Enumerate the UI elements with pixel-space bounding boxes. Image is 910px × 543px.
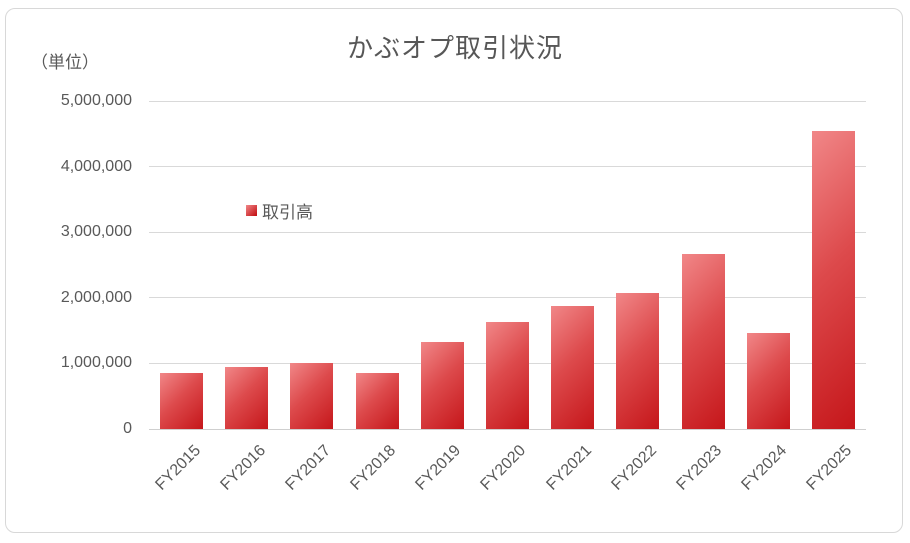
y-axis-tick-label: 3,000,000 — [60, 223, 132, 241]
legend-label: 取引高 — [262, 203, 313, 222]
y-axis-tick-label: 5,000,000 — [60, 92, 132, 109]
y-axis-tick-label: 4,000,000 — [60, 157, 132, 175]
x-axis-tick-label: FY2016 — [217, 442, 269, 494]
gridline — [149, 297, 866, 299]
gridline — [149, 231, 866, 233]
bar-FY2024 — [746, 333, 790, 429]
y-axis-unit-label: （単位） — [31, 53, 99, 72]
bar-FY2018 — [355, 373, 399, 429]
legend: 取引高 — [246, 198, 313, 223]
bar-FY2015 — [160, 373, 204, 429]
x-axis-line — [149, 428, 866, 430]
bar-FY2017 — [290, 363, 334, 429]
y-axis-tick-label: 0 — [123, 420, 132, 437]
x-axis-tick-label: FY2022 — [608, 442, 660, 494]
x-axis-tick-label: FY2021 — [543, 442, 595, 494]
bar-FY2016 — [225, 366, 269, 429]
bar-FY2025 — [811, 130, 855, 429]
y-axis-tick-label: 1,000,000 — [60, 354, 132, 372]
x-axis-tick-label: FY2020 — [477, 442, 530, 494]
x-axis-tick-label: FY2017 — [282, 442, 334, 494]
bar-FY2021 — [551, 306, 595, 429]
x-axis-tick-label: FY2024 — [738, 442, 791, 494]
legend-color-swatch — [246, 205, 257, 216]
chart-border-frame — [5, 8, 903, 533]
bar-FY2019 — [420, 341, 464, 429]
x-axis-tick-label: FY2015 — [151, 442, 204, 494]
x-axis-tick-label: FY2018 — [347, 442, 400, 494]
x-axis-tick-label: FY2025 — [803, 442, 856, 494]
y-axis-tick-label: 2,000,000 — [60, 288, 132, 306]
gridline — [149, 100, 866, 102]
gridline — [149, 166, 866, 168]
bar-FY2023 — [681, 253, 725, 429]
bar-FY2022 — [616, 293, 660, 429]
bar-FY2020 — [486, 322, 529, 429]
x-axis-tick-label: FY2023 — [673, 442, 726, 494]
chart-title: かぶオプ取引状況 — [346, 33, 563, 63]
x-axis-tick-label: FY2019 — [412, 442, 465, 494]
